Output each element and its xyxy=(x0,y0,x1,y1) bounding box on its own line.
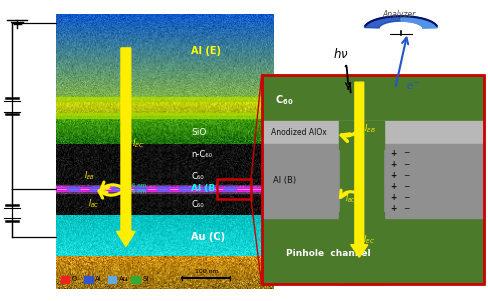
Bar xyxy=(56,188,273,190)
Bar xyxy=(339,121,383,284)
Text: C₆₀: C₆₀ xyxy=(191,200,203,209)
Text: Analyzer: Analyzer xyxy=(381,10,414,19)
Polygon shape xyxy=(364,16,437,28)
Text: −: − xyxy=(402,204,408,213)
Ellipse shape xyxy=(201,187,214,191)
Bar xyxy=(261,75,483,284)
Bar xyxy=(261,144,483,218)
Bar xyxy=(340,121,382,284)
FancyArrow shape xyxy=(116,48,135,247)
Text: $I_{EB}$: $I_{EB}$ xyxy=(364,123,375,135)
Text: −: − xyxy=(402,149,408,157)
Text: +: + xyxy=(389,149,395,157)
Bar xyxy=(84,276,93,283)
Text: −: − xyxy=(402,171,408,180)
Text: Au (C): Au (C) xyxy=(191,232,225,242)
Text: 6 nm: 6 nm xyxy=(131,184,146,188)
Text: Si: Si xyxy=(142,276,148,282)
Ellipse shape xyxy=(89,187,102,191)
Text: +: + xyxy=(389,160,395,169)
Text: +: + xyxy=(389,204,395,213)
Text: SiO: SiO xyxy=(191,128,206,137)
Bar xyxy=(56,113,273,118)
Text: Al (B): Al (B) xyxy=(272,176,295,185)
Text: Anodized AlOx: Anodized AlOx xyxy=(270,128,325,137)
Bar xyxy=(56,97,273,101)
Ellipse shape xyxy=(67,187,80,191)
Text: n-C₆₀: n-C₆₀ xyxy=(191,150,212,159)
Text: $I_{EB}$: $I_{EB}$ xyxy=(83,169,95,182)
Text: Pinhole  channel: Pinhole channel xyxy=(285,249,370,258)
Text: +: + xyxy=(389,193,395,202)
Text: −: − xyxy=(402,182,408,191)
Bar xyxy=(56,188,273,189)
Bar xyxy=(261,75,483,284)
Text: 6 nm: 6 nm xyxy=(131,190,146,194)
Text: Al: Al xyxy=(95,276,102,282)
Text: Al (B): Al (B) xyxy=(191,185,219,194)
Bar xyxy=(131,276,140,283)
Ellipse shape xyxy=(224,187,236,191)
Text: +: + xyxy=(389,171,395,180)
Text: $I_{EC}$: $I_{EC}$ xyxy=(131,138,144,150)
Text: +: + xyxy=(389,182,395,191)
Ellipse shape xyxy=(156,187,169,191)
FancyArrow shape xyxy=(350,82,367,257)
Text: $h\nu$: $h\nu$ xyxy=(332,47,348,61)
Text: $I_{EC}$: $I_{EC}$ xyxy=(363,233,375,246)
Bar xyxy=(61,276,69,283)
Text: Au: Au xyxy=(119,276,128,282)
Ellipse shape xyxy=(360,150,422,212)
Ellipse shape xyxy=(134,187,147,191)
Text: 100 nm: 100 nm xyxy=(194,269,218,275)
Text: $\mathbf{C_{60}}$: $\mathbf{C_{60}}$ xyxy=(274,94,293,107)
Bar xyxy=(56,187,273,191)
Text: −: − xyxy=(402,193,408,202)
Bar xyxy=(217,179,250,199)
Polygon shape xyxy=(400,16,437,28)
Text: O: O xyxy=(72,276,77,282)
Text: $I_{BC}$: $I_{BC}$ xyxy=(88,197,100,210)
Bar xyxy=(261,75,483,121)
Text: $e^-$: $e^-$ xyxy=(405,81,420,92)
Bar xyxy=(107,276,116,283)
Bar xyxy=(261,121,483,144)
Text: Al (E): Al (E) xyxy=(191,46,221,56)
Bar xyxy=(56,185,273,193)
Ellipse shape xyxy=(179,187,192,191)
Text: $I_{BC}$: $I_{BC}$ xyxy=(345,192,356,205)
Text: C₆₀: C₆₀ xyxy=(191,172,203,181)
Ellipse shape xyxy=(301,150,363,212)
Text: −: − xyxy=(402,160,408,169)
Ellipse shape xyxy=(112,187,124,191)
